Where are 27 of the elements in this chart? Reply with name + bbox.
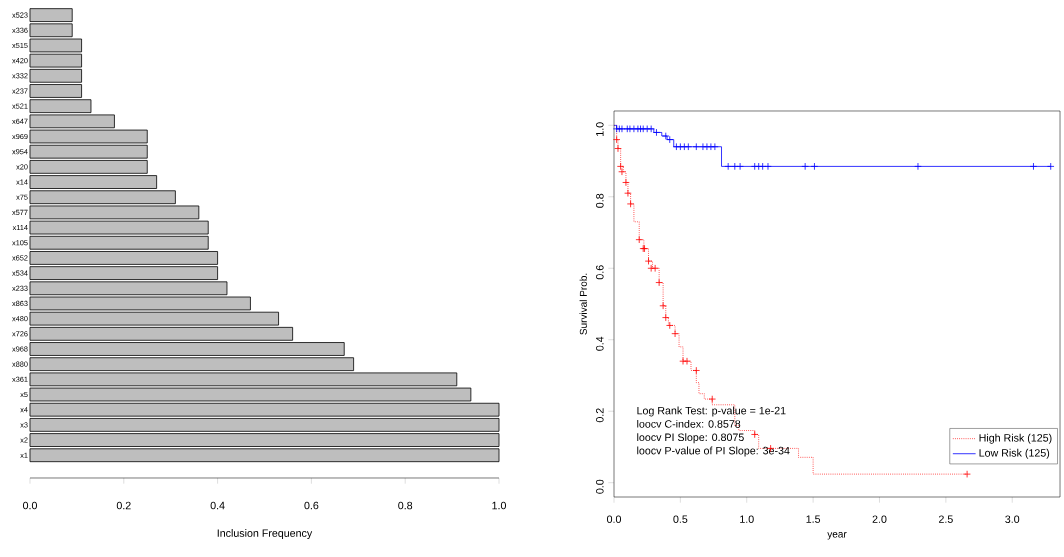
y-tick-label: 0.0 bbox=[596, 479, 604, 494]
annotation: loocv C-index: 0.8578 bbox=[637, 419, 741, 428]
x-tick-label: 0.0 bbox=[607, 515, 622, 523]
x-tick-label: 2.0 bbox=[872, 515, 887, 523]
legend-label: Low Risk (125) bbox=[979, 448, 1050, 459]
y-tick-label: 0.4 bbox=[596, 336, 604, 351]
x-axis-title: Inclusion Frequency bbox=[217, 529, 313, 540]
annotation: loocv PI Slope: 0.8075 bbox=[637, 433, 744, 444]
y-tick-label: 0.6 bbox=[596, 265, 604, 280]
x-axis-title: year bbox=[827, 532, 847, 540]
y-tick-label: 1.0 bbox=[596, 122, 604, 136]
annotation: loocv P-value of PI Slope: 3e-34 bbox=[637, 446, 790, 457]
y-tick-label: 0.2 bbox=[596, 408, 604, 423]
annotation: Log Rank Test: p-value = 1e-21 bbox=[637, 406, 786, 417]
x-tick-label: 0.6 bbox=[304, 501, 319, 510]
x-tick-label: 1.0 bbox=[492, 501, 507, 510]
legend-label: High Risk (125) bbox=[979, 433, 1052, 444]
x-tick-label: 3.0 bbox=[1005, 515, 1020, 523]
x-tick-label: 0.2 bbox=[116, 501, 131, 510]
x-tick-label: 0.5 bbox=[673, 515, 688, 523]
x-tick-label: 2.5 bbox=[938, 515, 953, 523]
x-tick-label: 0.4 bbox=[210, 501, 225, 510]
y-axis-title: Survival Prob. bbox=[579, 273, 587, 335]
x-tick-label: 1.5 bbox=[806, 515, 821, 523]
x-tick-label: 0.8 bbox=[398, 501, 413, 510]
x-tick-label: 1.0 bbox=[740, 515, 754, 523]
y-tick-label: 0.8 bbox=[596, 193, 604, 208]
